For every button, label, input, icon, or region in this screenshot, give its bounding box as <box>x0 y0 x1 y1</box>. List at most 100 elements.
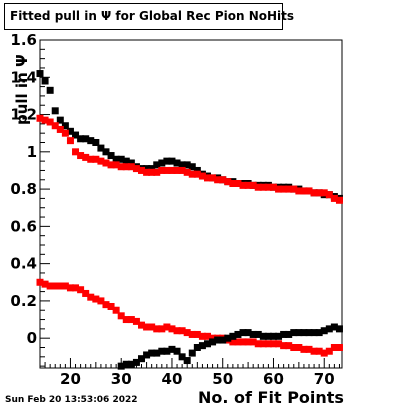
data-point <box>325 325 333 333</box>
data-point <box>214 336 222 344</box>
data-point <box>97 157 105 165</box>
data-point <box>163 157 171 165</box>
data-point <box>178 327 186 335</box>
data-point <box>122 157 130 165</box>
data-point <box>168 325 176 333</box>
chart-title: Fitted pull in Ψ for Global Rec Pion NoH… <box>4 3 294 30</box>
data-point <box>305 187 313 195</box>
data-point <box>117 362 125 370</box>
data-point <box>209 338 217 346</box>
data-point <box>56 116 64 124</box>
data-point <box>66 127 74 135</box>
data-point <box>87 137 95 145</box>
data-point <box>102 148 110 156</box>
data-point <box>198 332 206 340</box>
data-point <box>209 174 217 182</box>
data-point <box>97 297 105 305</box>
data-point <box>249 181 257 189</box>
data-point <box>254 340 262 348</box>
data-point <box>300 329 308 337</box>
data-point <box>269 183 277 191</box>
data-point <box>269 340 277 348</box>
data-point <box>168 166 176 174</box>
data-point <box>198 172 206 180</box>
data-point <box>183 168 191 176</box>
data-point <box>148 168 156 176</box>
data-point <box>148 165 156 173</box>
data-point <box>173 347 181 355</box>
data-point <box>82 135 90 143</box>
data-point <box>203 174 211 182</box>
data-point <box>107 152 115 160</box>
data-point <box>148 323 156 331</box>
data-point <box>229 338 237 346</box>
data-point <box>193 166 201 174</box>
data-point <box>112 155 120 163</box>
data-point <box>41 280 49 288</box>
data-point <box>239 181 247 189</box>
data-point <box>224 178 232 186</box>
data-point <box>229 332 237 340</box>
data-point <box>183 161 191 169</box>
data-point <box>77 152 85 160</box>
data-point <box>280 342 288 350</box>
data-point <box>300 187 308 195</box>
data-point <box>193 330 201 338</box>
data-point <box>56 282 64 290</box>
data-point <box>41 116 49 124</box>
data-point <box>285 185 293 193</box>
data-point <box>188 349 196 357</box>
data-point <box>163 347 171 355</box>
data-point <box>335 325 343 333</box>
data-point <box>330 323 338 331</box>
plot-frame <box>39 39 343 369</box>
data-point <box>132 317 140 325</box>
data-point <box>82 289 90 297</box>
data-point <box>264 332 272 340</box>
data-point <box>122 163 130 171</box>
data-point <box>188 163 196 171</box>
data-point <box>148 349 156 357</box>
data-point <box>127 163 135 171</box>
data-point <box>239 338 247 346</box>
data-point <box>234 330 242 338</box>
data-point <box>295 187 303 195</box>
data-point <box>66 284 74 292</box>
data-point <box>72 284 80 292</box>
data-point <box>173 327 181 335</box>
data-point <box>61 282 69 290</box>
data-point <box>188 170 196 178</box>
data-point <box>183 329 191 337</box>
data-point <box>209 334 217 342</box>
data-point <box>132 165 140 173</box>
data-point <box>203 332 211 340</box>
data-point <box>132 358 140 366</box>
x-tick-label: 30 <box>111 370 132 388</box>
data-point <box>325 191 333 199</box>
y-tick-label: 1 <box>27 143 37 161</box>
data-point <box>127 360 135 368</box>
data-point <box>244 181 252 189</box>
data-point <box>295 329 303 337</box>
x-tick-label: 40 <box>162 370 183 388</box>
data-point <box>36 70 44 78</box>
data-point <box>127 316 135 324</box>
data-point <box>310 189 318 197</box>
y-tick-label: 0.8 <box>10 180 37 198</box>
data-point <box>127 159 135 167</box>
data-point <box>320 349 328 357</box>
data-point <box>264 183 272 191</box>
data-point <box>259 340 267 348</box>
data-point <box>143 323 151 331</box>
data-point <box>77 135 85 143</box>
data-point <box>117 163 125 171</box>
data-point <box>51 282 59 290</box>
data-point <box>249 338 257 346</box>
data-point <box>320 327 328 335</box>
data-point <box>77 286 85 294</box>
data-point <box>234 338 242 346</box>
data-point <box>158 159 166 167</box>
data-point <box>259 332 267 340</box>
data-point <box>97 144 105 152</box>
